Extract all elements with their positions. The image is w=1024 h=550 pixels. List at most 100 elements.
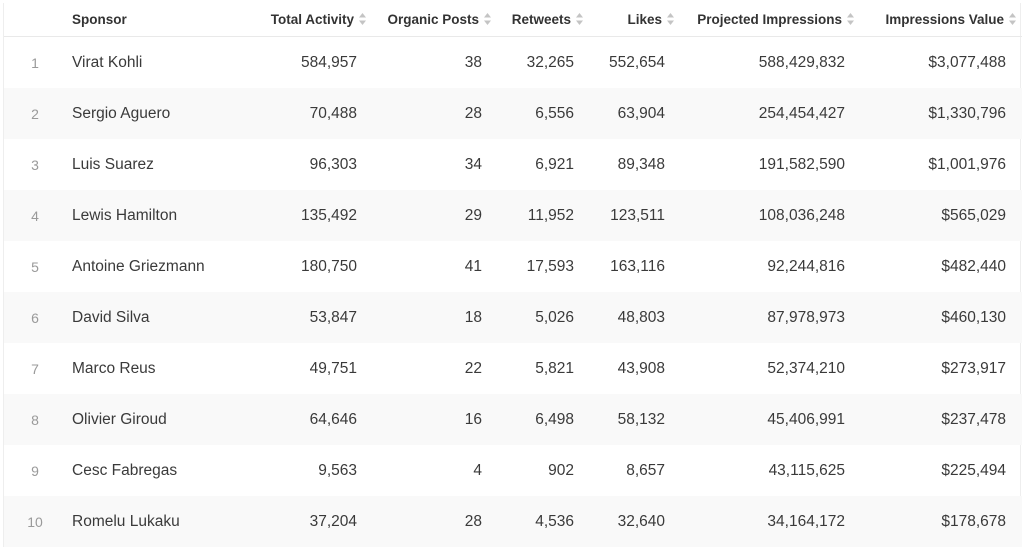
header-likes-label: Likes [627,11,662,27]
projected-impressions-cell: 108,036,248 [677,190,857,241]
retweets-cell: 17,593 [526,257,574,275]
impressions-value-cell: $1,330,796 [857,88,1022,139]
organic-posts-cell: 22 [464,359,482,377]
sponsor-cell: Olivier Giroud [66,394,254,445]
table-row[interactable]: 2 Sergio Aguero 70,488 28 6,556 63,904 254,454… [4,88,1022,139]
retweets-cell: 5,821 [535,359,574,377]
retweets-cell: 11,952 [494,190,586,241]
likes-cell: 48,803 [586,292,677,343]
retweets-cell: 902 [548,461,574,479]
likes-cell: 58,132 [586,394,677,445]
likes-cell: 8,657 [626,461,665,479]
projected-impressions-cell: 34,164,172 [677,496,857,547]
projected-impressions-cell: 588,429,832 [758,53,845,71]
table-row[interactable]: 8 Olivier Giroud 64,646 16 6,498 58,132 45,406… [4,394,1022,445]
retweets-cell: 32,265 [526,53,574,71]
organic-posts-cell: 4 [473,461,482,479]
sponsor-cell: Lewis Hamilton [66,190,254,241]
header-total-activity[interactable]: Total Activity [254,3,369,37]
organic-posts-cell: 16 [369,394,494,445]
header-total-activity-label: Total Activity [270,11,354,27]
sort-up-down-icon[interactable] [666,12,675,26]
projected-impressions-cell: 52,374,210 [767,359,845,377]
organic-posts-cell: 41 [464,257,482,275]
header-row: Sponsor Total Activity Organic Posts Ret… [4,3,1022,37]
impressions-value-cell: $273,917 [941,359,1006,377]
table-row[interactable]: 3 Luis Suarez 96,303 34 6,921 89,348 191,582,5… [4,139,1022,190]
total-activity-cell: 37,204 [254,496,369,547]
header-retweets[interactable]: Retweets [494,3,586,37]
impressions-value-cell: $565,029 [857,190,1022,241]
sponsor-cell: Antoine Griezmann [72,257,205,275]
impressions-value-cell: $3,077,488 [928,53,1006,71]
retweets-cell: 4,536 [494,496,586,547]
projected-impressions-cell: 191,582,590 [758,155,845,173]
total-activity-cell: 70,488 [254,88,369,139]
row-index: 3 [31,156,39,173]
projected-impressions-cell: 254,454,427 [677,88,857,139]
header-sponsor[interactable]: Sponsor [66,3,254,37]
projected-impressions-cell: 87,978,973 [677,292,857,343]
header-projected-impressions[interactable]: Projected Impressions [677,3,857,37]
likes-cell: 552,654 [608,53,665,71]
total-activity-cell: 96,303 [309,155,357,173]
organic-posts-cell: 38 [464,53,482,71]
projected-impressions-cell: 92,244,816 [767,257,845,275]
row-index: 5 [31,258,39,275]
likes-cell: 89,348 [617,155,665,173]
header-impressions-value[interactable]: Impressions Value [857,3,1022,37]
sort-up-down-icon[interactable] [483,12,492,26]
row-index: 2 [4,88,66,139]
header-likes[interactable]: Likes [586,3,677,37]
organic-posts-cell: 28 [369,88,494,139]
sponsors-table-container: Sponsor Total Activity Organic Posts Ret… [3,3,1022,547]
projected-impressions-cell: 43,115,625 [768,461,845,479]
table-row[interactable]: 1 Virat Kohli 584,957 38 32,265 552,654 588,42… [4,37,1022,89]
organic-posts-cell: 28 [369,496,494,547]
sponsor-cell: Virat Kohli [72,53,143,71]
header-organic-posts[interactable]: Organic Posts [369,3,494,37]
impressions-value-cell: $460,130 [857,292,1022,343]
total-activity-cell: 180,750 [300,257,357,275]
retweets-cell: 6,498 [494,394,586,445]
retweets-cell: 6,556 [494,88,586,139]
header-index [4,3,66,37]
sponsor-cell: Sergio Aguero [66,88,254,139]
row-index: 7 [31,360,39,377]
table-row[interactable]: 9 Cesc Fabregas 9,563 4 902 8,657 43,115,625 $2… [4,445,1022,496]
impressions-value-cell: $237,478 [857,394,1022,445]
impressions-value-cell: $225,494 [941,461,1006,479]
table-row[interactable]: 6 David Silva 53,847 18 5,026 48,803 87,978,97… [4,292,1022,343]
table-row[interactable]: 4 Lewis Hamilton 135,492 29 11,952 123,511 108… [4,190,1022,241]
sponsors-table: Sponsor Total Activity Organic Posts Ret… [4,3,1022,547]
organic-posts-cell: 18 [369,292,494,343]
impressions-value-cell: $1,001,976 [928,155,1006,173]
header-organic-posts-label: Organic Posts [387,11,479,27]
sponsor-cell: Romelu Lukaku [66,496,254,547]
impressions-value-cell: $178,678 [857,496,1022,547]
sponsor-cell: Marco Reus [72,359,156,377]
header-retweets-label: Retweets [511,11,571,27]
row-index: 10 [4,496,66,547]
table-row[interactable]: 5 Antoine Griezmann 180,750 41 17,593 163,116… [4,241,1022,292]
retweets-cell: 6,921 [535,155,574,173]
projected-impressions-cell: 45,406,991 [677,394,857,445]
likes-cell: 32,640 [586,496,677,547]
table-body: 1 Virat Kohli 584,957 38 32,265 552,654 588,42… [4,37,1022,547]
sort-up-down-icon[interactable] [1008,12,1017,26]
retweets-cell: 5,026 [494,292,586,343]
header-projected-impressions-label: Projected Impressions [697,11,842,27]
total-activity-cell: 9,563 [318,461,357,479]
sort-up-down-icon[interactable] [358,12,367,26]
total-activity-cell: 584,957 [300,53,357,71]
sort-up-down-icon[interactable] [846,12,855,26]
sort-up-down-icon[interactable] [575,12,584,26]
table-row[interactable]: 10 Romelu Lukaku 37,204 28 4,536 32,640 34,164… [4,496,1022,547]
likes-cell: 63,904 [586,88,677,139]
table-row[interactable]: 7 Marco Reus 49,751 22 5,821 43,908 52,374,210… [4,343,1022,394]
total-activity-cell: 53,847 [254,292,369,343]
sponsor-cell: David Silva [66,292,254,343]
sponsor-cell: Cesc Fabregas [72,461,178,479]
total-activity-cell: 49,751 [309,359,357,377]
row-index: 8 [4,394,66,445]
